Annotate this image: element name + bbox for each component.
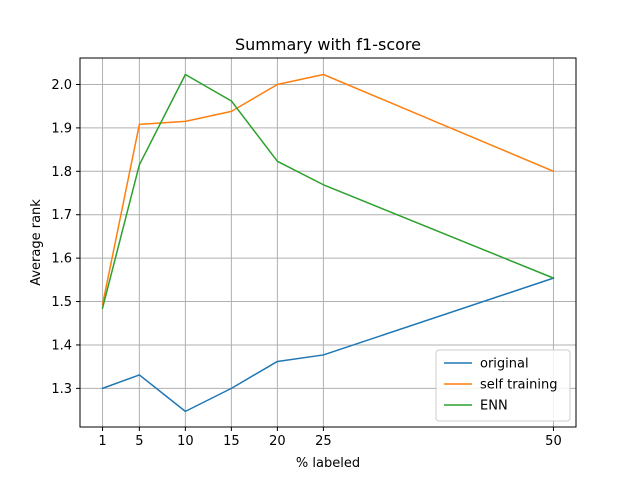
x-axis-label: % labeled — [296, 456, 360, 471]
series-line-ENN — [101, 73, 555, 309]
grid — [80, 58, 576, 427]
series-group — [101, 73, 555, 413]
y-tick-label: 1.3 — [51, 382, 72, 397]
legend-label: self training — [480, 378, 557, 393]
chart-title: Summary with f1-score — [235, 35, 421, 54]
y-tick-label: 1.9 — [51, 121, 72, 136]
y-tick-label: 1.8 — [51, 165, 72, 180]
y-tick-label: 2.0 — [51, 78, 72, 93]
x-tick-label: 5 — [135, 434, 143, 449]
x-tick-label: 20 — [269, 434, 286, 449]
y-tick-label: 1.6 — [51, 252, 72, 267]
y-tick-label: 1.4 — [51, 338, 72, 353]
legend: original self training ENN — [435, 349, 571, 422]
x-tick-label: 10 — [177, 434, 194, 449]
x-axis: 1 5 10 15 20 25 50 — [98, 427, 562, 449]
series-line-self-training — [101, 73, 555, 306]
x-tick-label: 15 — [223, 434, 240, 449]
legend-box — [435, 349, 571, 422]
x-tick-label: 50 — [545, 434, 562, 449]
legend-label: ENN — [480, 399, 508, 414]
y-axis: 1.3 1.4 1.5 1.6 1.7 1.8 1.9 2.0 — [51, 78, 80, 397]
y-tick-label: 1.5 — [51, 295, 72, 310]
legend-label: original — [480, 357, 529, 372]
y-tick-label: 1.7 — [51, 208, 72, 223]
plot-frame — [79, 57, 577, 428]
x-tick-label: 1 — [98, 434, 106, 449]
series-line-original — [101, 277, 555, 413]
x-tick-label: 25 — [315, 434, 332, 449]
y-axis-label: Average rank — [29, 199, 44, 286]
